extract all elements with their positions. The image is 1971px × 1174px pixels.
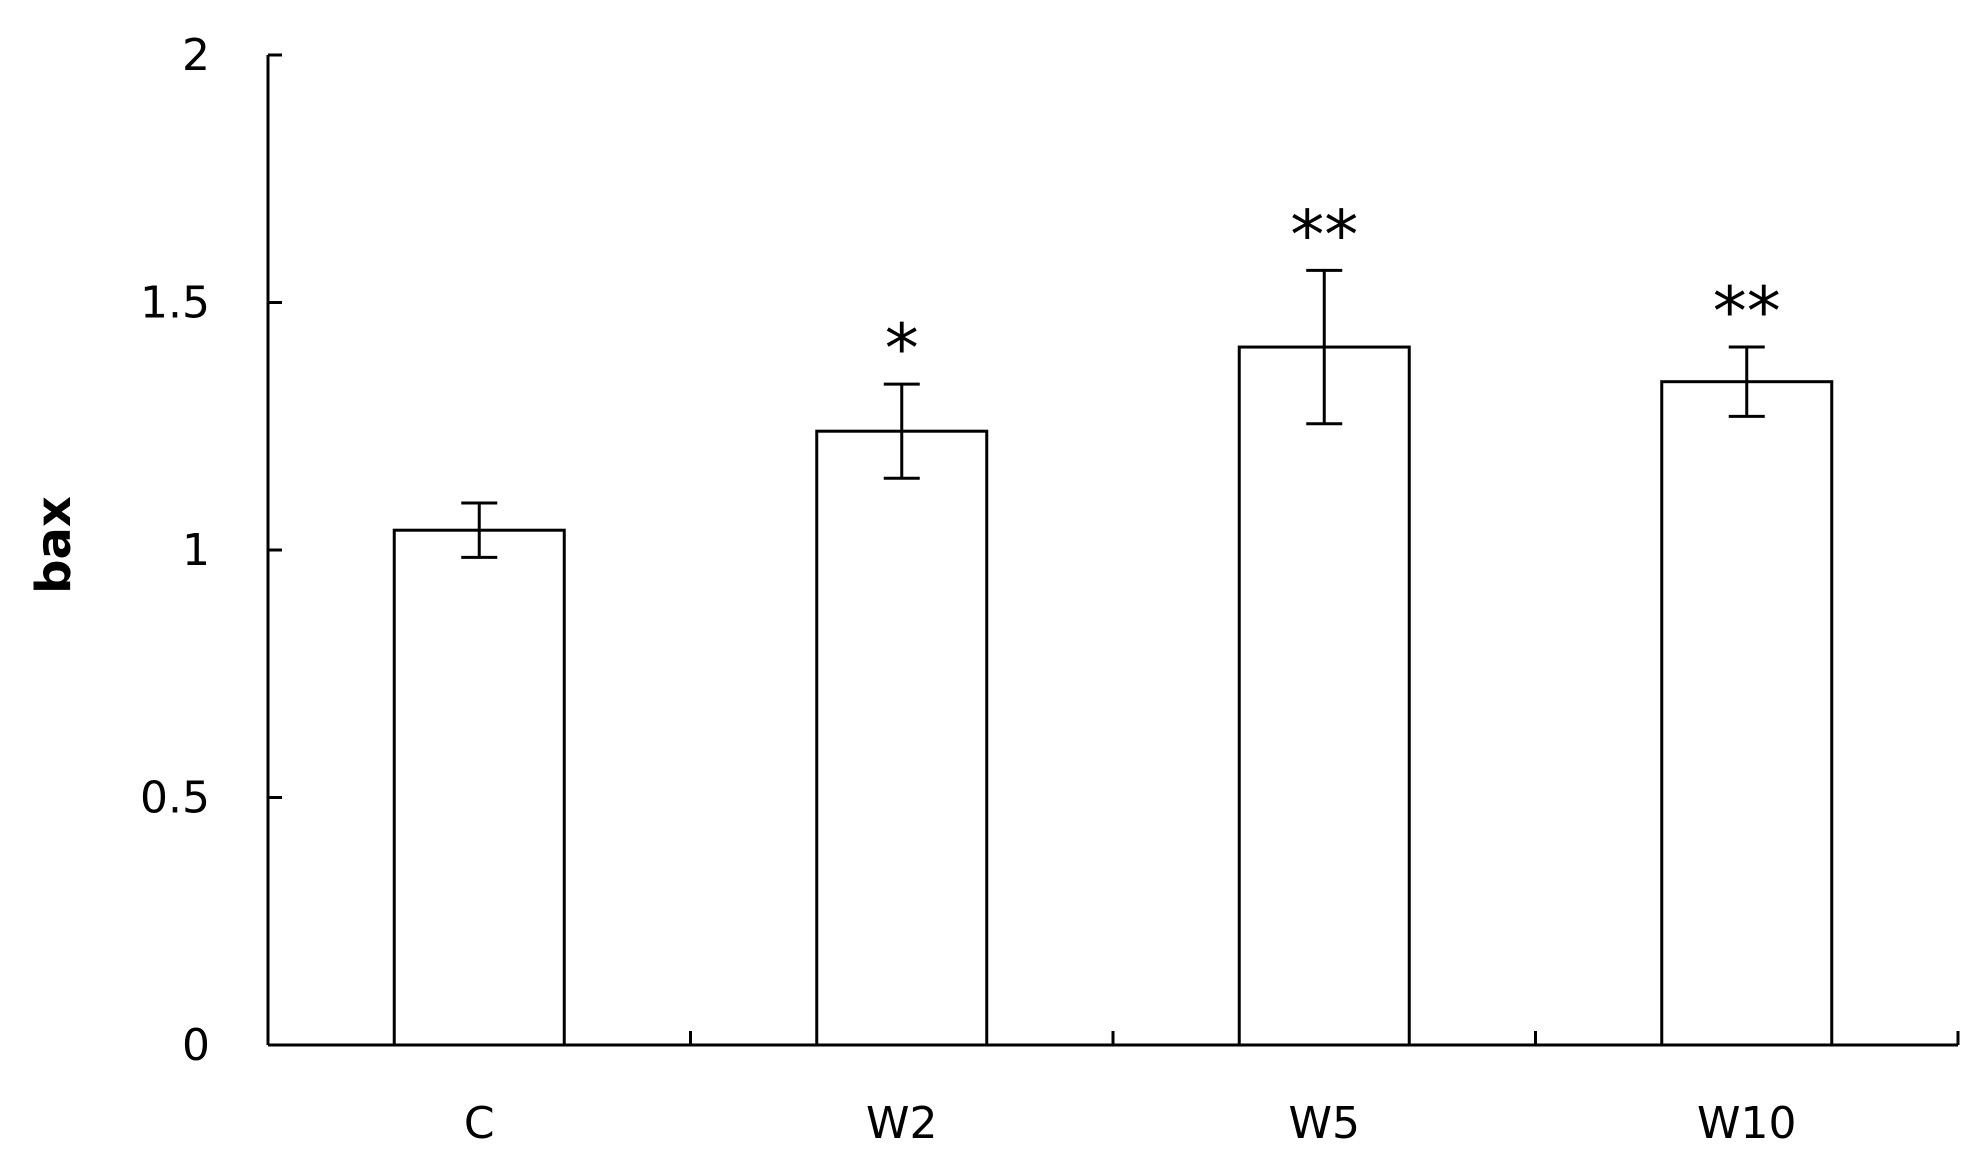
significance-markers: ***** <box>885 196 1781 389</box>
bar-w10 <box>1660 380 1834 1047</box>
y-axis: 0 0.5 1 1.5 2 <box>140 30 282 1071</box>
x-tick-label: C <box>464 1098 495 1149</box>
x-tick-label: W2 <box>866 1098 938 1149</box>
significance-label: ** <box>1290 196 1358 275</box>
y-tick-label: 0 <box>182 1020 210 1071</box>
x-tick-label: W5 <box>1289 1098 1361 1149</box>
error-bars <box>461 268 1765 559</box>
x-tick-label: W10 <box>1697 1098 1797 1149</box>
y-tick-label: 0.5 <box>140 773 210 824</box>
bar-w2 <box>815 429 989 1047</box>
significance-label: ** <box>1713 273 1781 352</box>
bar-w5 <box>1237 345 1411 1047</box>
y-tick-label: 2 <box>182 30 210 81</box>
y-axis-title: bax <box>26 496 82 594</box>
bars <box>392 345 1834 1047</box>
y-tick-label: 1.5 <box>140 278 210 329</box>
significance-label: * <box>885 310 919 389</box>
bar-c <box>392 528 566 1047</box>
y-tick-label: 1 <box>182 525 210 576</box>
x-axis: C W2 W5 W10 <box>268 1031 1960 1149</box>
